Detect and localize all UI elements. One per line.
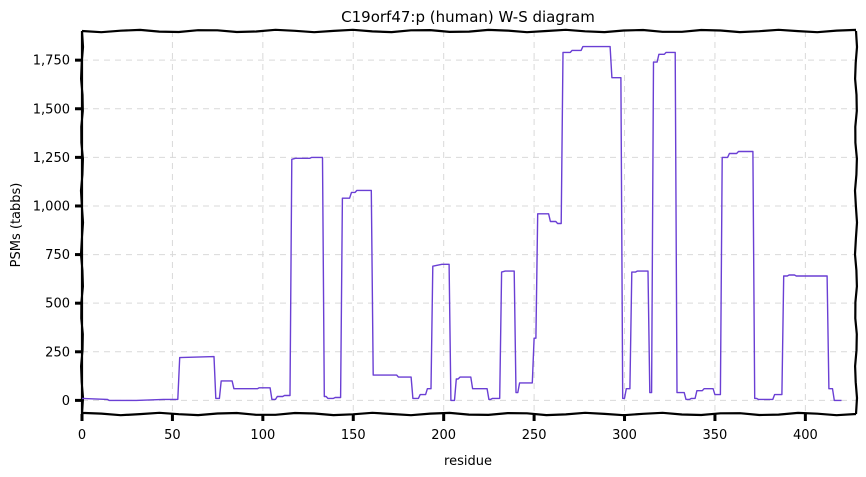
y-axis-label: PSMs (tabbs): [9, 183, 24, 268]
y-tick-label: 750: [45, 248, 70, 263]
x-tick-label: 400: [793, 428, 818, 443]
chart-title: C19orf47:p (human) W-S diagram: [341, 8, 595, 26]
y-axis-ticks: 0 250 500 750 1,000 1,250 1,500 1,750: [33, 54, 82, 409]
y-tick-label: 250: [45, 345, 70, 360]
y-tick-label: 500: [45, 297, 70, 312]
series-line: [81, 45, 842, 402]
y-tick-label: 1,750: [33, 54, 70, 69]
x-tick-label: 100: [250, 428, 275, 443]
y-tick-label: 1,000: [33, 199, 70, 214]
x-tick-label: 350: [703, 428, 728, 443]
plot-frame: [79, 28, 859, 417]
x-tick-label: 50: [164, 428, 181, 443]
series-layer: [81, 45, 842, 402]
x-tick-label: 0: [78, 428, 86, 443]
x-axis-label: residue: [444, 454, 492, 469]
x-tick-label: 150: [341, 428, 366, 443]
x-axis-ticks: 0 50 100 150 200 250 300 350 400: [78, 414, 818, 443]
y-tick-label: 0: [62, 394, 70, 409]
grid: [81, 31, 856, 414]
x-tick-label: 200: [431, 428, 456, 443]
y-tick-label: 1,500: [33, 102, 70, 117]
x-tick-label: 300: [612, 428, 637, 443]
x-tick-label: 250: [522, 428, 547, 443]
y-tick-label: 1,250: [33, 151, 70, 166]
